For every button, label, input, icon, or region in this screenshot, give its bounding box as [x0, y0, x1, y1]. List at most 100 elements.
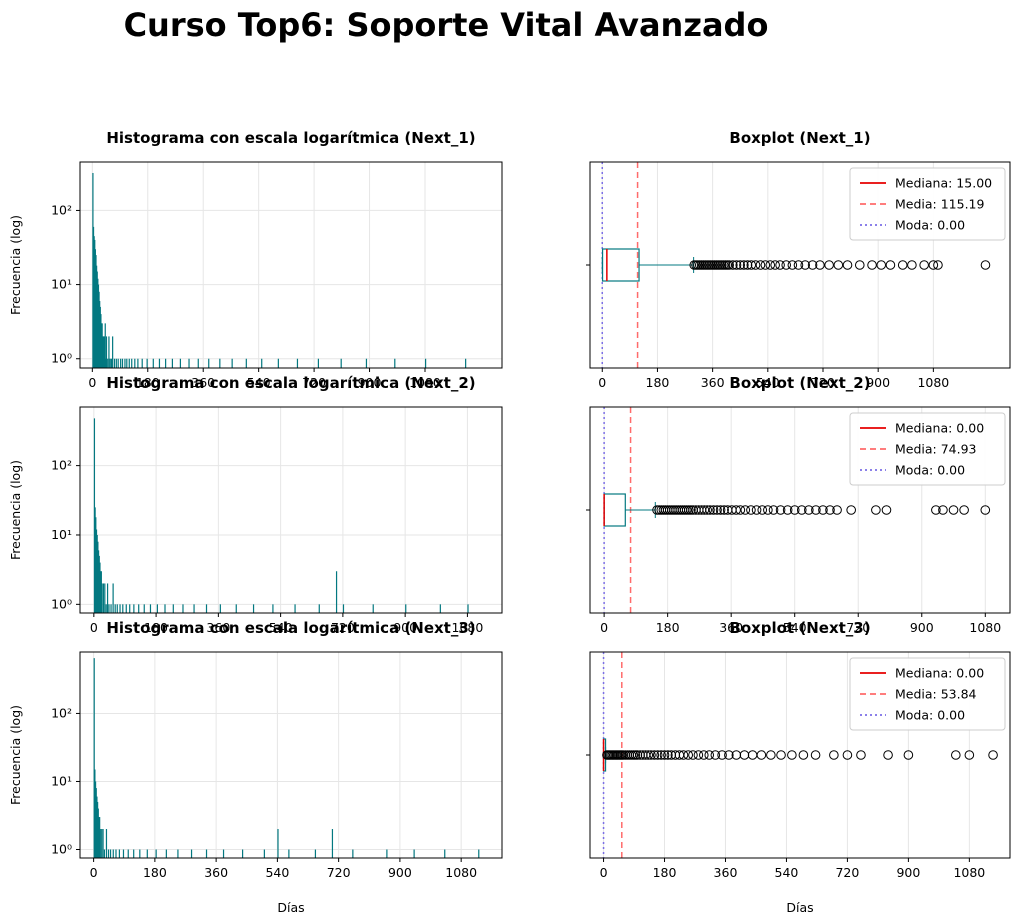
outlier-point — [735, 260, 746, 270]
x-axis-label: Días — [786, 900, 813, 915]
outlier-point — [760, 260, 771, 270]
histogram-bar — [96, 265, 98, 368]
x-tick-label: 360 — [191, 375, 215, 390]
histogram-bar — [141, 358, 143, 368]
histogram-bar — [331, 829, 334, 858]
histogram-bar — [105, 336, 108, 368]
outlier-point — [710, 750, 721, 760]
x-tick-label: 900 — [896, 865, 920, 880]
histogram-bar — [102, 583, 105, 613]
outlier-point — [731, 505, 741, 515]
histogram-bar — [413, 849, 415, 858]
histogram-bar — [94, 781, 97, 858]
outlier-point — [756, 750, 767, 760]
histogram-bar — [97, 278, 99, 368]
outlier-point — [746, 260, 757, 270]
panel-title: Histograma con escala logarítmica (Next_… — [106, 619, 475, 637]
legend-label: Moda: 0.00 — [895, 218, 965, 233]
legend-frame — [849, 167, 1006, 241]
x-tick-label: 180 — [653, 865, 677, 880]
histogram-bar — [146, 849, 148, 858]
histogram-bar — [93, 658, 95, 858]
histogram-bar — [263, 849, 265, 858]
outlier-point — [705, 505, 715, 515]
x-tick-label: 540 — [269, 620, 293, 635]
y-tick-label: 10² — [51, 705, 72, 720]
histogram-bar — [252, 604, 255, 613]
histogram-bar — [478, 849, 480, 858]
histogram-bar — [98, 291, 100, 368]
histogram-bar — [94, 507, 96, 613]
panel-title: Boxplot (Next_1) — [729, 129, 870, 147]
histogram-bar — [277, 829, 279, 858]
y-axis-label: Frecuencia (log) — [8, 705, 23, 805]
axes-frame — [589, 651, 1011, 859]
histogram-bar — [92, 172, 94, 368]
outlier-point — [804, 505, 814, 515]
histogram-bar — [94, 239, 96, 368]
x-tick-label: 0 — [88, 375, 96, 390]
histogram-bar — [317, 358, 319, 368]
histogram-bar — [219, 358, 221, 368]
axes-frame — [79, 651, 503, 859]
x-tick-label: 900 — [358, 375, 382, 390]
histogram-bar — [124, 358, 126, 368]
outlier-point — [652, 750, 663, 760]
histogram-bar — [94, 769, 96, 858]
outlier-point — [770, 260, 780, 270]
histogram-bar — [108, 604, 110, 613]
histogram-bar — [110, 358, 113, 368]
outlier-point — [897, 260, 908, 270]
outlier-point — [757, 505, 768, 515]
legend: Mediana: 0.00 Media: 53.84 Moda: 0.00 — [849, 657, 1006, 731]
histogram-bar — [444, 849, 446, 858]
outlier-point — [656, 750, 666, 760]
outlier-point — [876, 260, 887, 270]
legend-label: Mediana: 0.00 — [895, 666, 984, 681]
outlier-point — [800, 260, 811, 270]
histogram-bar — [97, 550, 100, 613]
y-tick-label: 10⁰ — [51, 842, 72, 857]
outlier-point — [825, 505, 835, 515]
histogram-bar — [241, 849, 244, 858]
outlier-point — [766, 750, 776, 760]
histogram-bar — [365, 358, 368, 368]
x-tick-label: 720 — [302, 375, 326, 390]
outlier-point — [781, 260, 792, 270]
histogram-bar — [101, 583, 103, 613]
outlier-point — [702, 505, 712, 515]
histogram-bar — [102, 829, 104, 858]
x-tick-label: 180 — [656, 620, 680, 635]
histogram-bar — [99, 306, 101, 368]
outlier-point — [746, 505, 756, 515]
outlier-point — [796, 505, 807, 515]
panel-6: Mediana: 0.00 Media: 53.84 Moda: 0.00 0 180 3… — [586, 619, 1011, 915]
outlier-point — [775, 505, 786, 515]
legend-label: Media: 53.84 — [895, 687, 977, 702]
outlier-point — [856, 750, 866, 760]
outlier-point — [818, 505, 828, 515]
histogram-bar — [335, 571, 338, 613]
legend-label: Media: 74.93 — [895, 442, 977, 457]
outlier-point — [883, 750, 893, 760]
outlier-point — [776, 750, 786, 760]
histogram-bar — [108, 336, 110, 368]
legend-label: Mediana: 15.00 — [895, 176, 992, 191]
plot-area — [601, 162, 991, 368]
x-tick-label: 1080 — [917, 375, 949, 390]
axes-frame — [589, 406, 1011, 614]
histogram-bar — [394, 358, 396, 368]
x-tick-label: 0 — [598, 375, 606, 390]
histogram-bar — [106, 583, 109, 613]
axes-frame — [79, 161, 503, 369]
histogram-bar — [122, 604, 124, 613]
histogram-bar — [92, 226, 95, 368]
x-tick-label: 0 — [90, 620, 98, 635]
histogram-bar — [465, 358, 467, 368]
histogram-bar — [102, 336, 104, 368]
histogram-bar — [342, 604, 345, 613]
outlier-point — [750, 260, 761, 270]
histogram-bar — [193, 604, 195, 613]
y-axis-label: Frecuencia (log) — [8, 460, 23, 560]
outlier-point — [854, 260, 865, 270]
